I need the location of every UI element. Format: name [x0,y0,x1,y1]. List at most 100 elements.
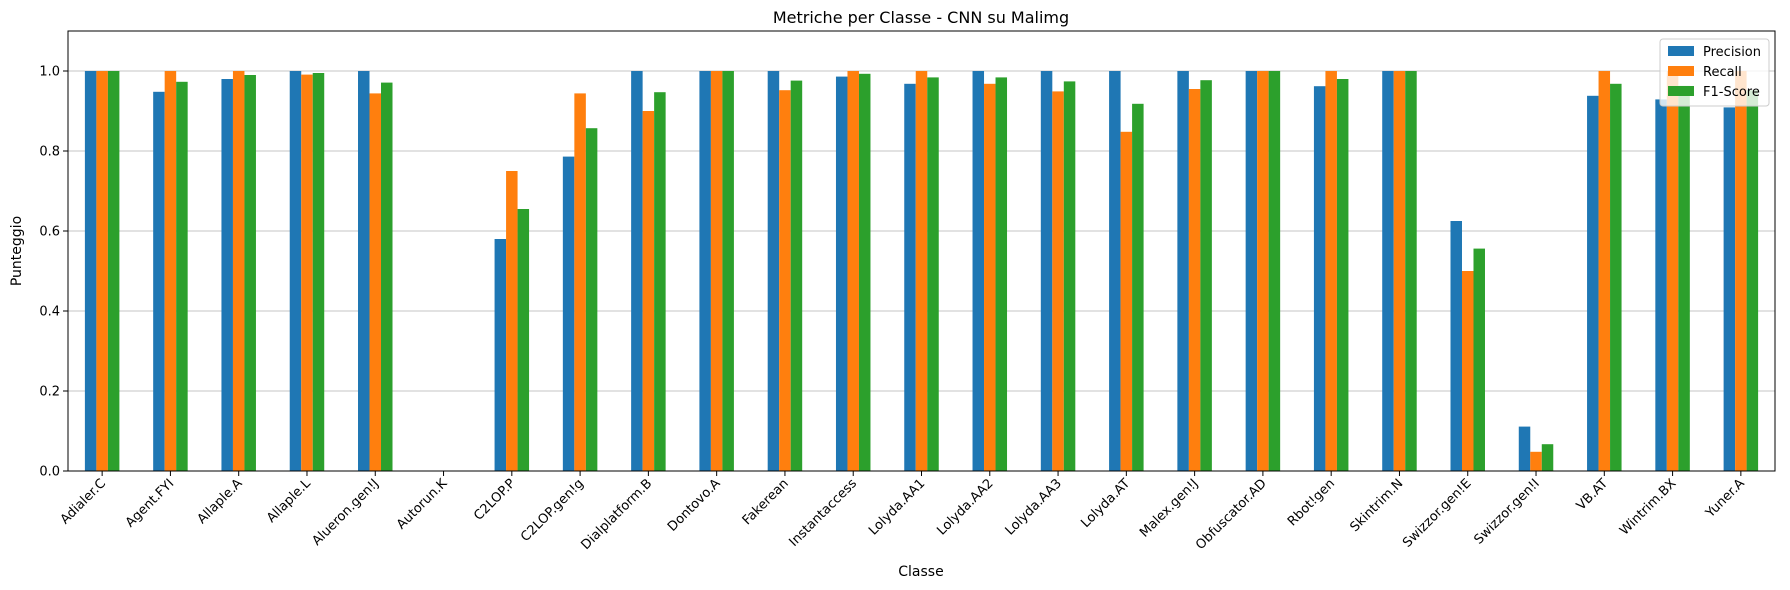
bar [847,71,859,471]
bar [699,71,711,471]
x-tick-label: C2LOP.gen!g [518,476,587,545]
bar [1313,86,1326,471]
bar [1598,71,1611,471]
x-axis-label: Classe [898,564,943,580]
y-tick-label: 0.0 [39,465,60,480]
legend-label: Recall [1703,65,1742,80]
legend-item: Precision [1668,45,1761,60]
x-tick-label: Instantaccess [786,476,860,550]
bar [84,71,97,471]
bar [927,77,939,472]
x-tick-label: Alueron.gen!J [309,476,382,549]
x-axis-ticks: Adialer.C Agent.FYI Allaple.A Allaple.LAlue… [58,471,1748,553]
x-tick-label: Dontovo.A [665,476,724,535]
bar-series [84,71,1759,472]
bar [369,93,382,472]
bar [642,111,655,471]
bar [779,90,791,471]
bar [381,82,393,471]
bar [995,77,1008,472]
y-tick-label: 0.2 [39,385,60,400]
bar [858,73,871,472]
y-tick-label: 0.4 [39,305,60,320]
x-tick-label: Swizzor.gen!I [1471,476,1542,547]
x-tick-label: Lolyda.AT [1078,476,1133,531]
y-tick-label: 0.6 [39,225,60,240]
x-tick-label: Lolyda.AA1 [866,476,928,538]
bar [835,76,848,471]
x-tick-label: Yuner.A [1702,476,1747,521]
bar [654,92,666,471]
x-tick-label: Wintrim.BX [1617,476,1679,538]
bar [1746,90,1759,471]
bar [358,71,370,471]
bar [1735,71,1747,471]
bar [722,71,734,471]
bar [1245,71,1258,471]
x-tick-label: Lolyda.AA2 [934,476,996,538]
bar [574,93,586,472]
bar [1109,71,1121,471]
bar [494,239,507,471]
legend-swatch [1668,66,1694,76]
bar [631,71,643,471]
x-tick-label: Autorun.K [394,476,451,533]
bar [312,73,325,471]
bar [972,71,985,471]
x-tick-label: Adialer.C [58,476,109,527]
bar [790,80,803,471]
bar [585,128,598,471]
chart-title: Metriche per Classe - CNN su Malimg [773,8,1069,27]
bar [506,171,518,471]
bar [1132,103,1144,472]
x-tick-label: C2LOP.P [471,476,519,524]
bar [1587,95,1599,472]
bar [1723,107,1736,472]
bar [221,79,233,471]
bar [164,71,177,471]
bar [1473,248,1485,471]
bar [1655,99,1667,472]
x-tick-label: Agent.FYI [123,476,177,530]
bar [1120,131,1133,472]
bar [289,71,302,471]
bar [1257,71,1269,471]
bar [1200,80,1212,471]
bar [1382,71,1394,471]
series-f1-score [107,71,1759,472]
bar [517,209,530,471]
bar [107,71,120,471]
bar [1610,83,1622,472]
legend-item: Recall [1668,65,1742,80]
series-precision [84,71,1736,472]
y-tick-label: 0.8 [39,145,60,160]
bar [710,71,723,471]
bar [984,83,996,472]
bar [1518,426,1531,471]
bar [1325,71,1337,471]
bar [1393,71,1406,471]
bar [562,156,575,471]
x-tick-label: Lolyda.AA3 [1003,476,1065,538]
bar [1461,271,1474,471]
bar [301,74,313,471]
bar [232,71,245,471]
legend-swatch [1668,86,1694,96]
bar [1678,85,1690,472]
bar [1666,71,1679,471]
x-tick-label: Rbot!gen [1285,476,1338,529]
bar [176,81,188,472]
bar [1530,451,1542,471]
x-tick-label: VB.AT [1574,476,1611,513]
x-tick-label: Obfuscator.AD [1193,476,1270,553]
bar [1188,89,1201,471]
bar [904,83,916,472]
x-tick-label: Skintrim.N [1347,476,1406,535]
bar [1450,221,1462,471]
bar [244,75,256,471]
legend-label: F1-Score [1703,85,1760,100]
y-axis-label: Punteggio [9,216,25,286]
legend-item: F1-Score [1668,85,1760,100]
chart-legend: Precision Recall F1-Score [1659,38,1770,107]
